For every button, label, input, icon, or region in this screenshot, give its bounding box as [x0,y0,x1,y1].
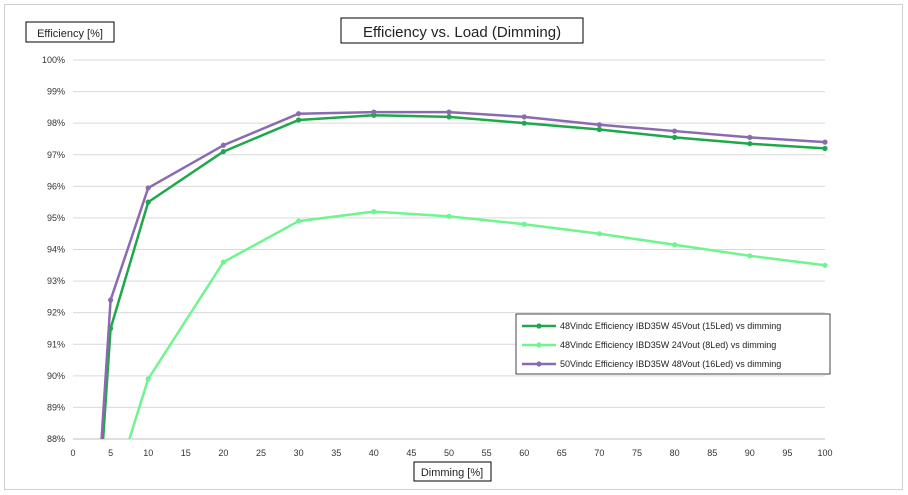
y-axis-label-text: Efficiency [%] [37,28,103,40]
legend: 48Vindc Efficiency IBD35W 45Vout (15Led)… [516,314,830,374]
series-layer [102,110,828,439]
x-tick-label: 15 [181,448,191,458]
data-point [597,122,602,127]
data-point [296,111,301,116]
x-tick-label: 25 [256,448,266,458]
data-point [822,146,827,151]
data-point [522,222,527,227]
y-tick-label: 93% [47,276,65,286]
data-point [747,253,752,258]
data-point [108,297,113,302]
x-tick-label: 50 [444,448,454,458]
y-tick-label: 95% [47,213,65,223]
y-tick-label: 98% [47,118,65,128]
data-point [371,209,376,214]
data-point [672,128,677,133]
data-point [747,135,752,140]
x-tick-label: 95 [782,448,792,458]
y-tick-label: 97% [47,150,65,160]
x-tick-label: 0 [70,448,75,458]
data-point [822,263,827,268]
data-point [371,110,376,115]
x-tick-label: 85 [707,448,717,458]
data-point [747,141,752,146]
data-point [146,185,151,190]
x-tick-label: 60 [519,448,529,458]
y-tick-label: 94% [47,245,65,255]
legend-label: 50Vindc Efficiency IBD35W 48Vout (16Led)… [560,359,781,369]
x-tick-label: 75 [632,448,642,458]
y-tick-label: 90% [47,371,65,381]
data-point [597,127,602,132]
data-point [296,218,301,223]
data-point [446,114,451,119]
legend-label: 48Vindc Efficiency IBD35W 45Vout (15Led)… [560,321,781,331]
data-point [672,242,677,247]
y-tick-label: 100% [42,55,65,65]
data-point [146,200,151,205]
y-tick-label: 92% [47,308,65,318]
legend-marker [536,323,541,328]
series-line [103,115,825,439]
x-tick-label: 40 [369,448,379,458]
x-tick-label: 45 [406,448,416,458]
x-tick-label: 30 [294,448,304,458]
data-point [221,149,226,154]
data-point [221,143,226,148]
data-point [822,140,827,145]
x-tick-label: 80 [670,448,680,458]
x-axis-label-text: Dimming [%] [421,467,483,479]
legend-label: 48Vindc Efficiency IBD35W 24Vout (8Led) … [560,340,776,350]
x-tick-label: 55 [482,448,492,458]
series-1 [103,113,828,439]
data-point [597,231,602,236]
data-point [446,214,451,219]
x-axis-label: Dimming [%] [414,462,491,481]
x-tick-label: 5 [108,448,113,458]
data-point [672,135,677,140]
legend-marker [536,361,541,366]
chart-title-text: Efficiency vs. Load (Dimming) [363,24,561,41]
x-tick-label: 10 [143,448,153,458]
y-tick-label: 99% [47,87,65,97]
y-tick-label: 96% [47,181,65,191]
data-point [446,110,451,115]
x-tick-label: 20 [218,448,228,458]
x-tick-label: 65 [557,448,567,458]
chart-title: Efficiency vs. Load (Dimming) [341,18,583,43]
x-tick-label: 90 [745,448,755,458]
data-point [221,260,226,265]
x-tick-label: 70 [594,448,604,458]
y-tick-label: 89% [47,402,65,412]
data-point [522,114,527,119]
y-tick-label: 88% [47,434,65,444]
legend-marker [536,342,541,347]
data-point [522,121,527,126]
y-tick-label: 91% [47,339,65,349]
data-point [146,376,151,381]
data-point [296,117,301,122]
x-tick-label: 35 [331,448,341,458]
y-axis-label: Efficiency [%] [26,22,114,42]
x-tick-label: 100 [817,448,832,458]
